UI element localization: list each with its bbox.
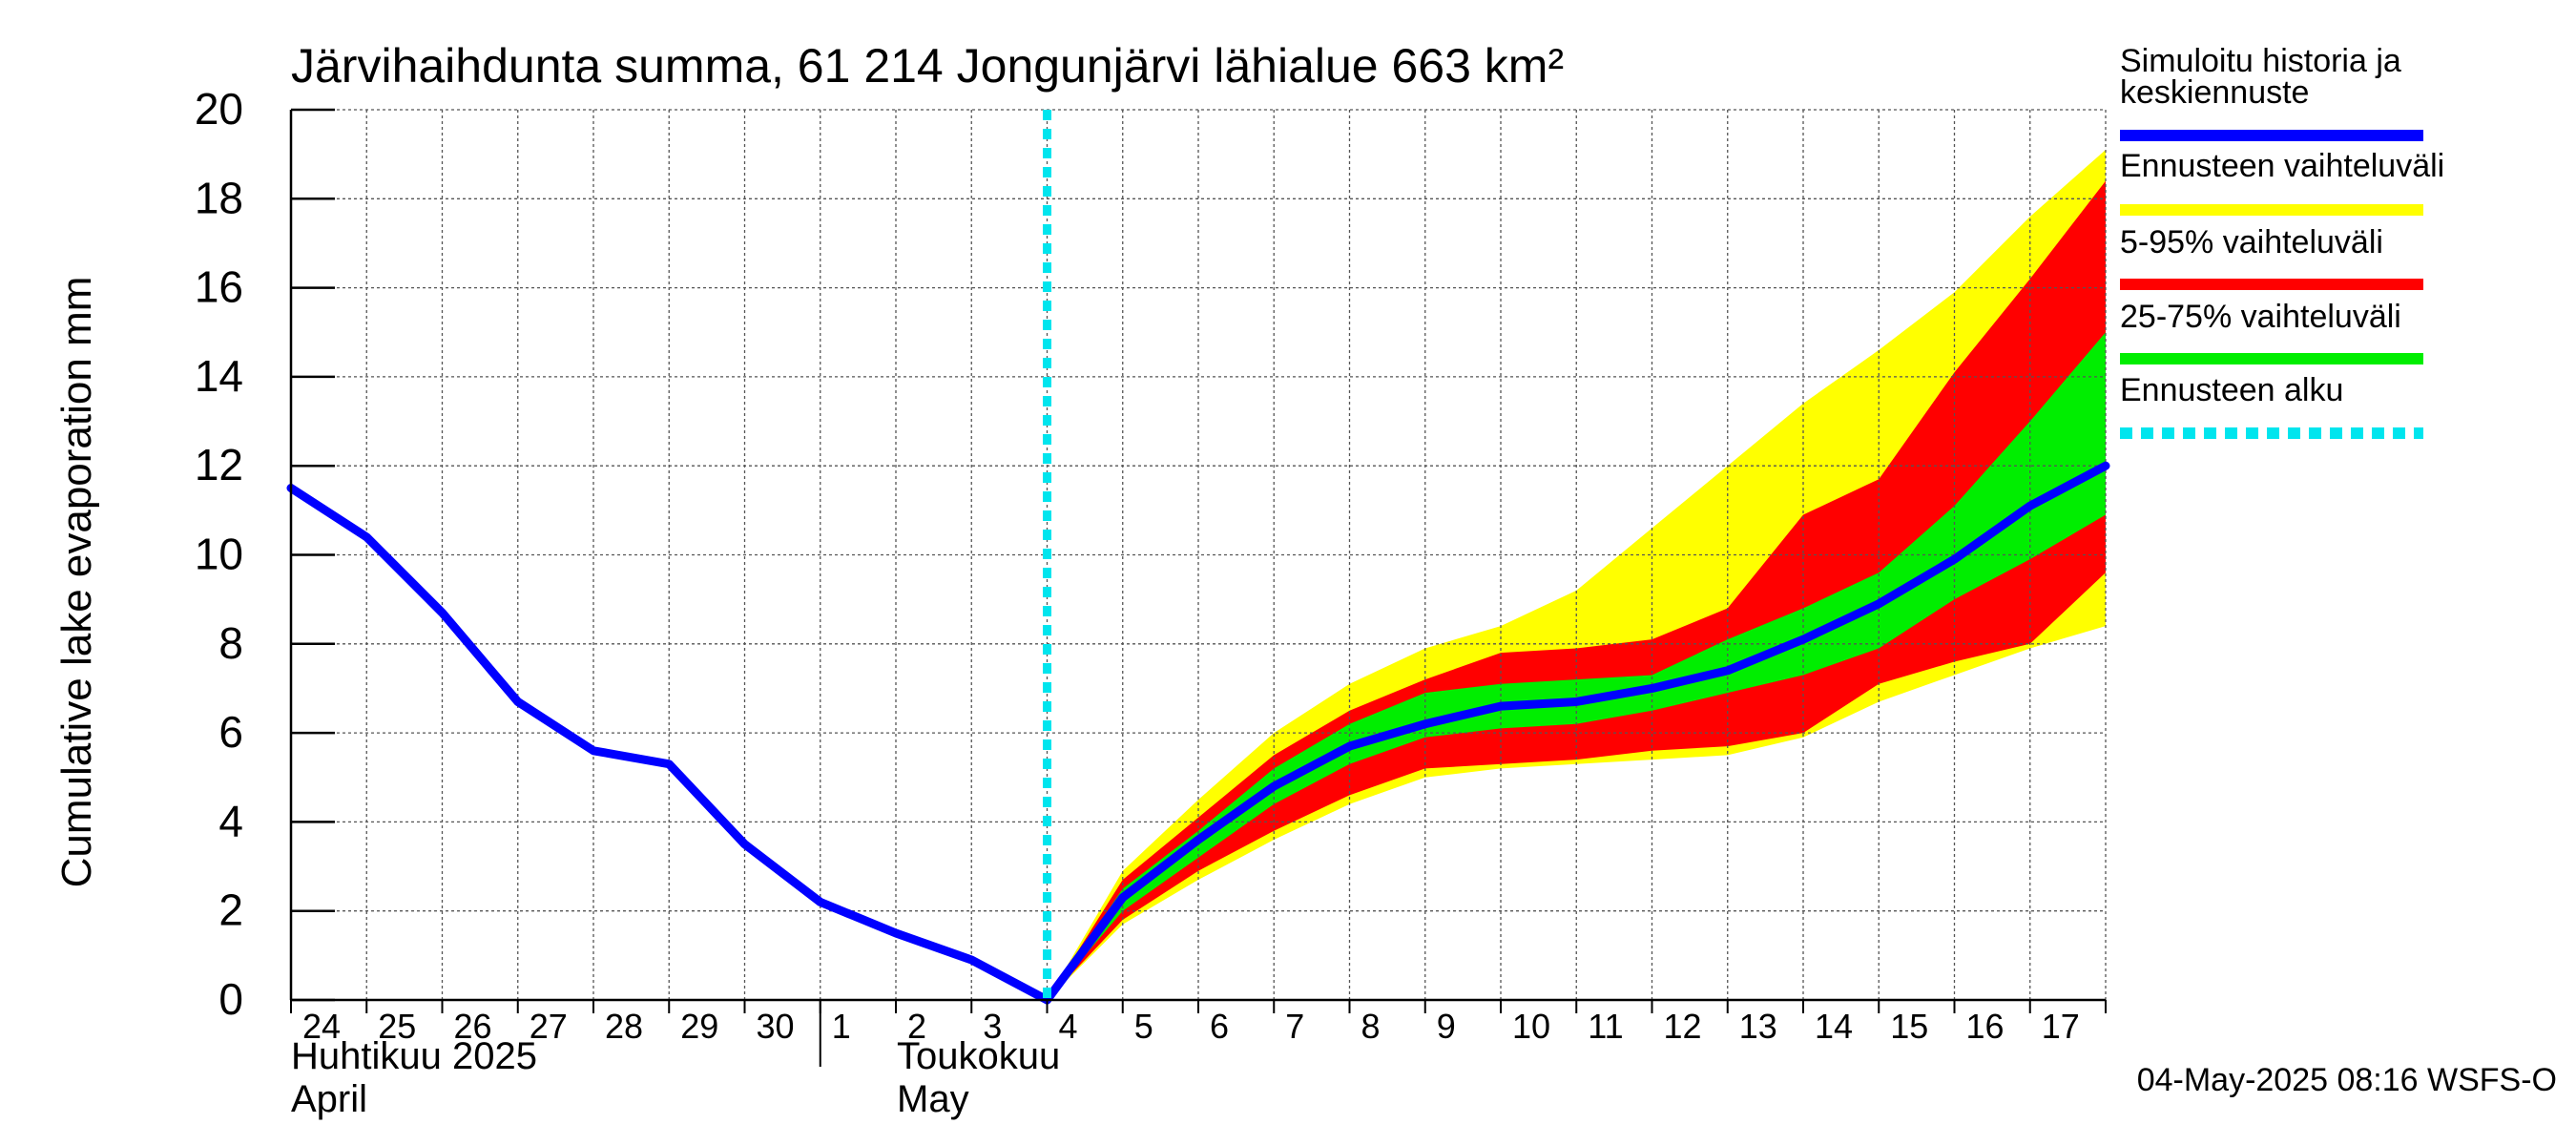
x-tick-label: 3 bbox=[983, 1007, 1002, 1046]
month-label-may-fi: Toukokuu bbox=[897, 1035, 1060, 1077]
y-tick-label: 12 bbox=[195, 440, 243, 489]
x-tick-label: 7 bbox=[1285, 1007, 1304, 1046]
y-tick-label: 16 bbox=[195, 262, 243, 312]
x-tick-label: 29 bbox=[680, 1007, 718, 1046]
median-forecast-line bbox=[1043, 461, 2110, 1005]
x-tick-label: 9 bbox=[1437, 1007, 1456, 1046]
x-tick-label: 1 bbox=[832, 1007, 851, 1046]
x-tick-label: 8 bbox=[1361, 1007, 1381, 1046]
x-tick-label: 17 bbox=[2042, 1007, 2080, 1046]
forecast-bands bbox=[1047, 149, 2106, 1001]
legend-label: Simuloitu historia ja bbox=[2120, 43, 2401, 79]
legend-entry: 5-95% vaihteluväli bbox=[2120, 224, 2423, 290]
y-tick-label: 10 bbox=[195, 530, 243, 579]
history-line bbox=[286, 484, 1051, 1005]
x-tick-labels: 24 25 26 27 28 29 30 1 2 3 4 5 6 7 8 9 10 11 12 13 14 15 16 17 bbox=[302, 1007, 2080, 1046]
y-tick-labels: 0 2 4 6 8 10 12 14 16 18 20 bbox=[195, 84, 243, 1024]
legend-entry: 25-75% vaihteluväli bbox=[2120, 299, 2423, 364]
y-tick-label: 0 bbox=[218, 974, 243, 1024]
y-tick-label: 4 bbox=[218, 796, 243, 845]
x-tick-label: 5 bbox=[1134, 1007, 1153, 1046]
axes bbox=[289, 108, 2107, 1067]
x-tick-label: 14 bbox=[1815, 1007, 1853, 1046]
x-tick-label: 13 bbox=[1739, 1007, 1777, 1046]
month-label-april-en: April bbox=[291, 1078, 367, 1120]
y-tick-label: 2 bbox=[218, 885, 243, 935]
month-label-may-en: May bbox=[897, 1078, 969, 1120]
y-tick-label: 8 bbox=[218, 618, 243, 668]
legend-label: Ennusteen vaihteluväli bbox=[2120, 148, 2444, 184]
data-lines bbox=[286, 110, 2110, 1005]
legend-entry: Ennusteen alku bbox=[2120, 372, 2423, 439]
y-tick-label: 20 bbox=[195, 84, 243, 134]
legend-label: 25-75% vaihteluväli bbox=[2120, 299, 2401, 335]
legend-entry: Ennusteen vaihteluväli bbox=[2120, 148, 2444, 216]
x-tick-label: 4 bbox=[1059, 1007, 1078, 1046]
x-tick-label: 27 bbox=[530, 1007, 568, 1046]
x-tick-label: 25 bbox=[378, 1007, 416, 1046]
band-5-95-vaihteluv-li bbox=[1047, 180, 2106, 1000]
y-tick-label: 18 bbox=[195, 173, 243, 222]
x-tick-label: 2 bbox=[907, 1007, 926, 1046]
y-tick-label: 14 bbox=[195, 351, 243, 401]
x-tick-label: 15 bbox=[1890, 1007, 1928, 1046]
x-tick-label: 10 bbox=[1512, 1007, 1550, 1046]
x-tick-label: 30 bbox=[757, 1007, 795, 1046]
x-tick-label: 12 bbox=[1664, 1007, 1702, 1046]
y-tick-label: 6 bbox=[218, 707, 243, 757]
timestamp: 04-May-2025 08:16 WSFS-O bbox=[2137, 1062, 2557, 1098]
chart-title: Järvihaihdunta summa, 61 214 Jongunjärvi… bbox=[291, 39, 1564, 93]
x-tick-label: 6 bbox=[1210, 1007, 1229, 1046]
legend-label-continued: keskiennuste bbox=[2120, 74, 2309, 111]
legend-label: 5-95% vaihteluväli bbox=[2120, 224, 2383, 260]
month-label-april-fi: Huhtikuu 2025 bbox=[291, 1035, 537, 1077]
x-tick-label: 16 bbox=[1966, 1007, 2005, 1046]
x-tick-label: 24 bbox=[302, 1007, 341, 1046]
x-tick-label: 11 bbox=[1588, 1007, 1623, 1046]
legend-label: Ennusteen alku bbox=[2120, 372, 2343, 408]
x-tick-label: 26 bbox=[454, 1007, 492, 1046]
x-tick-label: 28 bbox=[605, 1007, 643, 1046]
y-axis-label: Cumulative lake evaporation mm bbox=[53, 277, 100, 888]
